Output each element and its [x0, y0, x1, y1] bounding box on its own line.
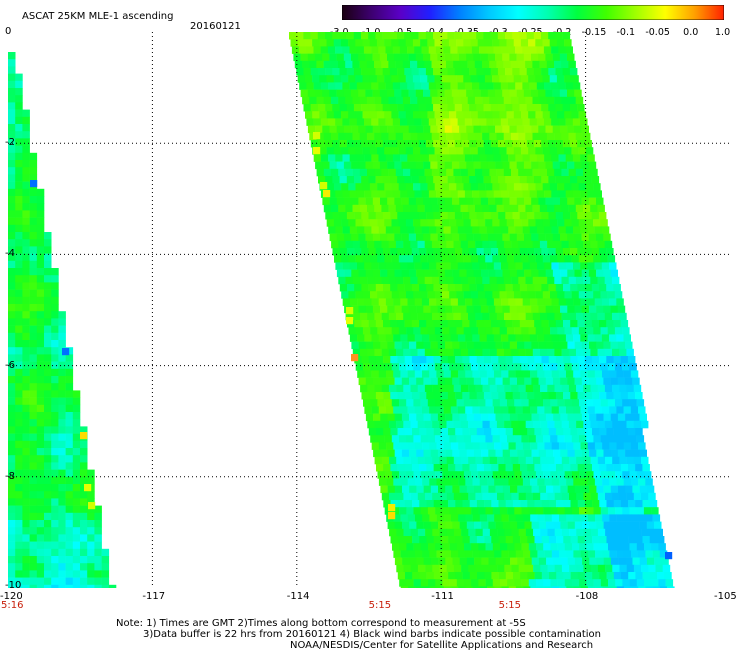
gridlines	[8, 32, 730, 588]
color-scale-label: -0.15	[581, 27, 607, 38]
swath-map	[8, 32, 730, 588]
note-line-2: 3)Data buffer is 22 hrs from 20160121 4)…	[143, 629, 601, 640]
color-scale-bar	[342, 5, 724, 20]
color-scale-label: 1.0	[715, 27, 731, 38]
y-tick-label: -2	[5, 137, 15, 149]
x-tick-label: -117	[142, 591, 166, 602]
y-tick-label: -8	[5, 470, 15, 482]
x-tick-label: -111	[431, 591, 454, 602]
note-line-1: Note: 1) Times are GMT 2)Times along bot…	[116, 618, 526, 629]
x-tick-label: -120	[0, 591, 23, 602]
time-label: 5:15	[498, 600, 522, 611]
color-scale-label: -0.1	[616, 27, 636, 38]
time-label: 5:15	[368, 600, 392, 611]
y-tick-label: 0	[5, 26, 12, 37]
x-tick-label: -114	[286, 591, 310, 602]
note-line-3: NOAA/NESDIS/Center for Satellite Applica…	[290, 640, 594, 651]
x-tick-label: -108	[575, 591, 599, 602]
color-scale-label: -0.05	[645, 27, 670, 38]
color-scale-label: 0.0	[683, 27, 699, 38]
y-tick-label: -6	[5, 359, 15, 371]
product-title: ASCAT 25KM MLE-1 ascending	[22, 11, 174, 22]
map-plot	[8, 32, 730, 588]
y-tick-label: -4	[5, 248, 15, 260]
time-label: 5:16	[1, 600, 24, 611]
swath-cells	[8, 32, 675, 588]
date-label: 20160121	[190, 21, 241, 32]
y-tick-label: -10	[5, 580, 22, 591]
x-tick-label: -105	[714, 591, 737, 602]
